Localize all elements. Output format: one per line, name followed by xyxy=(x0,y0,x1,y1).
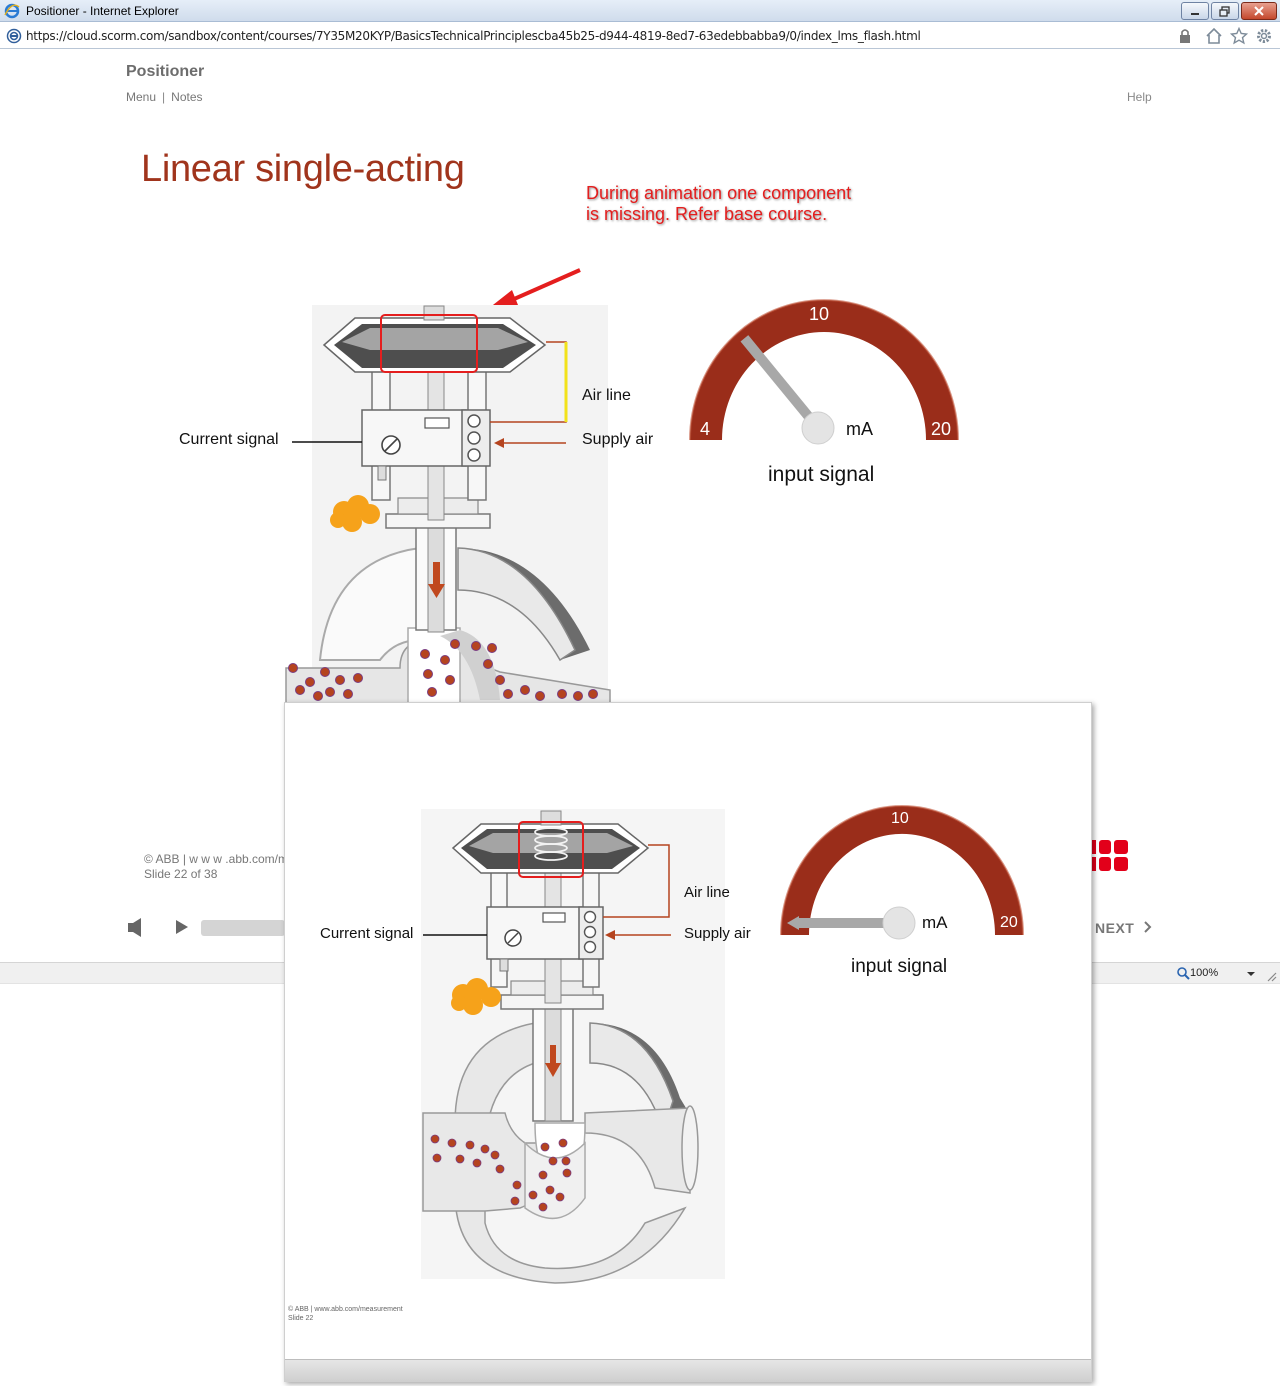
home-icon[interactable] xyxy=(1205,27,1223,45)
positioner-unit xyxy=(486,906,604,972)
gauge-pivot xyxy=(882,906,916,940)
lock-icon[interactable] xyxy=(1176,27,1194,45)
input-signal-gauge xyxy=(780,805,1024,940)
supply-air-arrow-icon xyxy=(494,438,566,448)
restore-icon xyxy=(1219,6,1230,17)
gauge-tick-mid: 10 xyxy=(891,810,909,827)
supply-air-arrow-icon xyxy=(605,930,671,940)
gauge-tick-min: 4 xyxy=(700,419,711,439)
current-signal-label: Current signal xyxy=(320,925,414,942)
air-line-pipe xyxy=(603,844,670,918)
air-line-label: Air line xyxy=(582,387,631,404)
address-bar[interactable]: https://cloud.scorm.com/sandbox/content/… xyxy=(0,23,1280,49)
process-media-dots xyxy=(430,1134,572,1212)
down-arrow-icon xyxy=(545,1045,561,1077)
down-arrow-icon xyxy=(428,562,445,598)
exhaust-cloud-icon xyxy=(451,978,501,1015)
nav-separator: | xyxy=(162,90,166,104)
gear-icon[interactable] xyxy=(1255,27,1273,45)
minimize-button[interactable] xyxy=(1181,2,1209,20)
gauge-unit: mA xyxy=(922,913,948,932)
slide-counter: Slide 22 of 38 xyxy=(144,867,218,881)
reference-slide-overlay: Air line Supply air Current signal 10 20… xyxy=(284,702,1092,1382)
actuator-diaphragm xyxy=(451,810,650,874)
zoom-level[interactable]: 100% xyxy=(1190,967,1219,979)
gauge-caption: input signal xyxy=(768,463,875,486)
reference-bottom-bar xyxy=(285,1359,1091,1381)
window-title: Positioner - Internet Explorer xyxy=(26,4,179,18)
input-signal-gauge xyxy=(689,299,959,445)
chevron-down-icon[interactable] xyxy=(1246,970,1256,978)
air-line-label: Air line xyxy=(684,884,730,901)
close-button[interactable] xyxy=(1241,2,1277,20)
gauge-tick-max: 20 xyxy=(931,419,952,439)
close-icon xyxy=(1254,6,1264,16)
missing-spring-highlight xyxy=(380,314,478,373)
gauge-caption: input signal xyxy=(851,956,948,977)
supply-air-label: Supply air xyxy=(582,431,654,448)
url-field[interactable]: https://cloud.scorm.com/sandbox/content/… xyxy=(26,29,921,43)
menu-link[interactable]: Menu xyxy=(126,90,157,104)
zoom-icon[interactable] xyxy=(1176,966,1190,980)
ie-logo-icon xyxy=(4,3,20,19)
slide-footer: © ABB | w w w .abb.com/m Slide 22 of 38 xyxy=(144,852,284,882)
notes-link[interactable]: Notes xyxy=(171,90,203,104)
gauge-needle xyxy=(740,335,822,432)
spring-highlight xyxy=(518,821,584,878)
process-media-dots xyxy=(288,639,598,701)
gauge-tick-max: 20 xyxy=(1000,914,1018,931)
title-bar: Positioner - Internet Explorer xyxy=(0,0,1280,22)
gauge-pivot xyxy=(801,411,835,445)
gauge-unit: mA xyxy=(846,419,873,439)
valve-body xyxy=(422,1022,699,1284)
actuator-diaphragm xyxy=(322,305,547,373)
chevron-right-icon[interactable] xyxy=(1144,921,1152,933)
supply-air-label: Supply air xyxy=(684,925,751,942)
spring-icon xyxy=(534,827,568,861)
positioner-unit xyxy=(361,409,491,481)
progress-track[interactable] xyxy=(201,920,285,936)
help-link[interactable]: Help xyxy=(1127,90,1152,104)
copyright-text: © ABB | www.abb.com/measurement xyxy=(288,1306,403,1313)
current-signal-label: Current signal xyxy=(179,431,279,448)
reviewer-annotation: During animation one component is missin… xyxy=(586,183,852,224)
slide-label: Slide 22 xyxy=(288,1315,314,1322)
speaker-icon[interactable] xyxy=(128,918,141,937)
ie-logo-icon xyxy=(6,28,22,44)
copyright-text: © ABB | w w w .abb.com/m xyxy=(144,852,284,866)
abb-logo-icon xyxy=(1092,840,1128,871)
reference-footer: © ABB | www.abb.com/measurement Slide 22 xyxy=(288,1305,403,1323)
slide-heading: Linear single-acting xyxy=(141,148,465,190)
favorites-star-icon[interactable] xyxy=(1230,27,1248,45)
resize-grip-icon[interactable] xyxy=(1266,969,1278,983)
reference-valve-diagram xyxy=(421,805,1024,1381)
course-nav: Menu | Notes xyxy=(126,90,203,104)
restore-button[interactable] xyxy=(1211,2,1239,20)
exhaust-cloud-icon xyxy=(330,495,380,532)
gauge-tick-mid: 10 xyxy=(809,304,830,324)
next-button[interactable]: NEXT xyxy=(1095,920,1135,936)
course-title: Positioner xyxy=(126,63,205,80)
minimize-icon xyxy=(1191,13,1199,15)
play-icon[interactable] xyxy=(176,920,188,934)
